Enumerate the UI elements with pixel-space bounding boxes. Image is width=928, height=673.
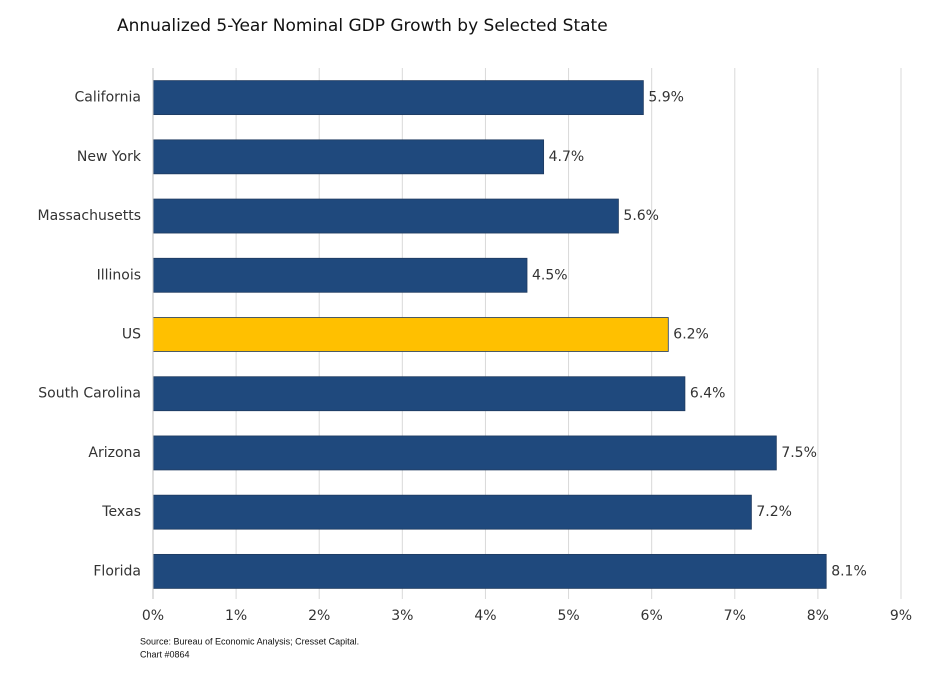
value-label: 5.6% <box>623 208 659 224</box>
bar <box>152 376 686 412</box>
bar <box>152 257 528 293</box>
bar <box>152 139 545 175</box>
value-label: 4.7% <box>549 149 585 165</box>
x-tick-label: 2% <box>308 608 330 624</box>
x-tick-label: 4% <box>474 608 496 624</box>
x-tick-label: 6% <box>641 608 663 624</box>
bar <box>152 198 619 234</box>
y-tick-label: Texas <box>101 504 141 520</box>
y-tick-label: Florida <box>93 563 141 579</box>
x-tick-label: 5% <box>557 608 579 624</box>
value-label: 6.2% <box>673 327 709 343</box>
value-label: 4.5% <box>532 267 568 283</box>
value-label: 8.1% <box>831 563 867 579</box>
bar <box>152 553 827 589</box>
y-tick-label: California <box>75 90 141 106</box>
bar <box>152 80 644 116</box>
x-tick-label: 3% <box>391 608 413 624</box>
value-label: 6.4% <box>690 386 726 402</box>
y-tick-label: US <box>122 327 141 343</box>
y-tick-label: Massachusetts <box>38 208 141 224</box>
chart-title: Annualized 5-Year Nominal GDP Growth by … <box>117 16 608 36</box>
bar <box>152 317 669 352</box>
x-tick-label: 1% <box>225 608 247 624</box>
chart-id: Chart #0864 <box>140 649 190 659</box>
bar <box>152 435 777 471</box>
y-tick-label: New York <box>77 149 142 165</box>
x-tick-label: 8% <box>807 608 829 624</box>
x-tick-label: 7% <box>724 608 746 624</box>
value-label: 7.5% <box>781 445 817 461</box>
y-tick-label: Arizona <box>88 445 141 461</box>
y-tick-label: Illinois <box>97 267 141 283</box>
source-note: Source: Bureau of Economic Analysis; Cre… <box>140 636 359 646</box>
value-label: 5.9% <box>648 90 684 106</box>
x-tick-label: 0% <box>142 608 164 624</box>
bar <box>152 494 752 530</box>
x-tick-label: 9% <box>890 608 912 624</box>
value-label: 7.2% <box>756 504 792 520</box>
y-tick-label: South Carolina <box>38 386 141 402</box>
